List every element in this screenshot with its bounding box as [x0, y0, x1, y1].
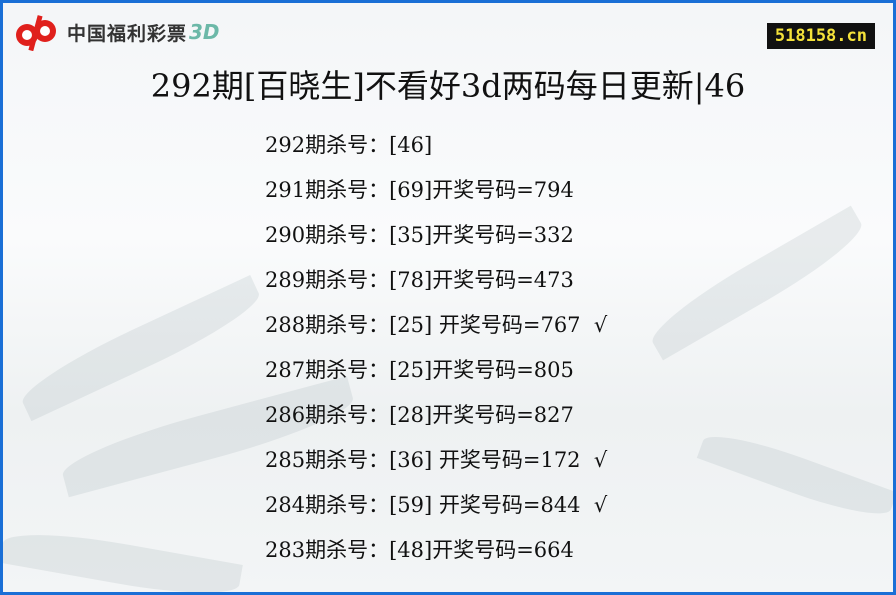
logo-text: 中国福利彩票 [67, 22, 188, 45]
list-item: 287期杀号：[25]开奖号码=805 [265, 358, 574, 382]
list-item: 292期杀号：[46] [265, 133, 433, 157]
list-item: 283期杀号：[48]开奖号码=664 [265, 538, 574, 562]
site-badge: 518158.cn [766, 23, 875, 49]
kill-number-list: 292期杀号：[46] 291期杀号：[69]开奖号码=794 290期杀号：[… [265, 131, 607, 581]
list-item: 291期杀号：[69]开奖号码=794 [265, 178, 574, 202]
bamboo-leaf-decoration [14, 274, 268, 422]
list-item: 285期杀号：[36] 开奖号码=172 √ [265, 448, 608, 472]
bamboo-leaf-decoration [696, 424, 893, 527]
list-item: 289期杀号：[78]开奖号码=473 [265, 268, 574, 292]
lottery-logo-icon [16, 15, 56, 51]
logo-3d: 3D [189, 20, 220, 44]
bamboo-leaf-decoration [643, 205, 871, 361]
list-item: 290期杀号：[35]开奖号码=332 [265, 223, 574, 247]
list-item: 286期杀号：[28]开奖号码=827 [265, 403, 574, 427]
page-title: 292期[百晓生]不看好3d两码每日更新|46 [150, 67, 746, 105]
list-item: 288期杀号：[25] 开奖号码=767 √ [265, 313, 608, 337]
list-item: 284期杀号：[59] 开奖号码=844 √ [265, 493, 608, 517]
bamboo-leaf-decoration [3, 523, 243, 592]
welfare-lottery-logo: 中国福利彩票 3D [13, 13, 220, 51]
